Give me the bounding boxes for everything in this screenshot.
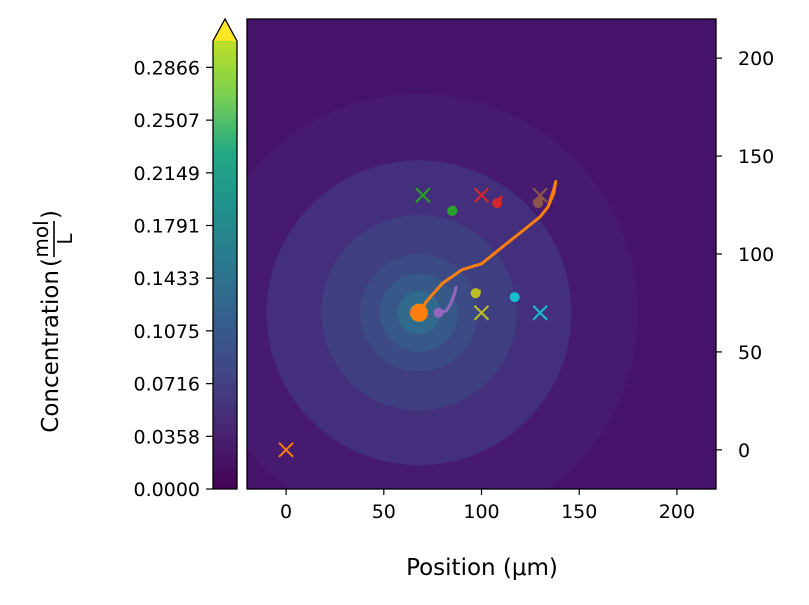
- colorbar-tick-label: 0.0716: [134, 374, 200, 396]
- colorbar-label-text: Concentration: [38, 270, 64, 433]
- y-tick-label: 200: [738, 48, 774, 70]
- trajectory-start-0: [409, 303, 428, 322]
- colorbar-label-paren-close: ): [38, 210, 64, 219]
- target-marker-stroke: [532, 187, 548, 203]
- target-marker-stroke: [473, 305, 490, 321]
- colorbar-tick-label: 0.1791: [134, 215, 200, 237]
- colorbar-unit-denominator: L: [53, 233, 77, 245]
- y-tick-label: 100: [738, 244, 774, 266]
- colorbar-tick-label: 0.1075: [134, 321, 200, 343]
- target-marker-2: [473, 187, 490, 203]
- colorbar-extend-arrow: [213, 19, 237, 41]
- colorbar-tick-label: 0.0000: [134, 479, 200, 501]
- colorbar-label-paren-open: (: [38, 258, 64, 267]
- y-axis-ticks: 0 50 100 150 200: [716, 48, 774, 462]
- target-markers: [278, 187, 548, 458]
- x-tick-label: 150: [561, 501, 597, 523]
- trajectory-start-3: [492, 198, 503, 209]
- target-marker-5: [532, 305, 548, 321]
- target-marker-stroke: [415, 187, 431, 203]
- colorbar-tick-label: 0.1433: [134, 268, 200, 290]
- colorbar-tick-label: 0.2149: [134, 163, 200, 185]
- colorbar-tick-label: 0.2866: [134, 57, 200, 79]
- trajectory-start-2: [447, 205, 458, 216]
- x-tick-label: 50: [372, 501, 396, 523]
- y-tick-label: 0: [738, 440, 750, 462]
- x-tick-label: 200: [659, 501, 695, 523]
- target-marker-1: [415, 187, 431, 203]
- trajectory-1: [437, 285, 458, 315]
- y-tick-label: 50: [738, 342, 762, 364]
- colorbar-ticks: 0.0000 0.0358 0.0716 0.1075 0.1433 0.1791 0.21…: [134, 57, 213, 501]
- x-tick-label: 100: [463, 501, 499, 523]
- x-axis-label: Position (μm): [406, 555, 558, 581]
- colorbar-outline: [212, 17, 238, 490]
- colorbar-label: Concentration ( mol L ): [29, 210, 77, 433]
- target-marker-stroke: [278, 442, 294, 458]
- colorbar-fill: [213, 41, 237, 489]
- colorbar: 0.0000 0.0358 0.0716 0.1075 0.1433 0.1791 0.21…: [134, 17, 238, 501]
- target-marker-0: [278, 442, 294, 458]
- colorbar-tick-label: 0.2507: [134, 110, 200, 132]
- target-marker-stroke: [473, 187, 490, 203]
- colorbar-tick-label: 0.0358: [134, 426, 200, 448]
- trajectory-start-6: [509, 292, 520, 303]
- x-axis-ticks: 0 50 100 150 200: [280, 489, 695, 523]
- x-tick-label: 0: [280, 501, 292, 523]
- trajectory-0: [417, 180, 558, 315]
- trajectory-start-5: [470, 288, 481, 299]
- plot-area: 0 50 100 150 200 0 50 100 150 200: [246, 18, 774, 523]
- target-marker-3: [532, 187, 548, 203]
- y-tick-label: 150: [738, 146, 774, 168]
- trajectory-start-1: [433, 307, 444, 318]
- target-marker-stroke: [532, 305, 548, 321]
- colorbar-unit-numerator: mol: [29, 220, 53, 257]
- target-marker-4: [473, 305, 490, 321]
